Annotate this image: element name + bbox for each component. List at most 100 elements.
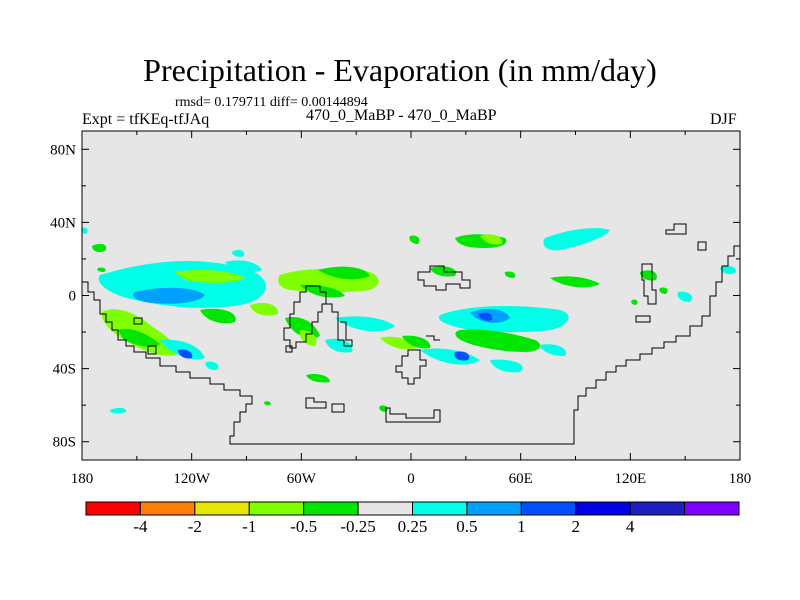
field-blob <box>420 348 480 365</box>
lon-tick-label: 60W <box>287 471 317 487</box>
field-blob <box>659 287 668 294</box>
colorbar-label: 2 <box>572 517 581 536</box>
coastline-continent <box>283 285 327 349</box>
lon-tick-label: 120E <box>614 471 646 487</box>
colorbar-swatch <box>303 501 359 516</box>
field-blob <box>92 243 107 253</box>
longitude-axis: 180 120W 60W 0 60E 120E 180 <box>71 131 752 487</box>
field-blob <box>175 270 245 283</box>
field-blob <box>81 227 88 234</box>
lon-tick-label: 60E <box>509 471 533 487</box>
field-blob <box>118 328 160 347</box>
field-blob <box>97 267 106 272</box>
lat-tick-label: 40N <box>50 215 76 231</box>
coastline-continent <box>426 335 440 341</box>
lat-tick-label: 40S <box>53 362 76 378</box>
colorbar-swatch <box>412 501 468 516</box>
coastline-continent <box>635 315 651 323</box>
lat-tick-label: 80S <box>53 435 76 451</box>
latitude-axis: 80N 40N 0 40S 80S <box>50 142 740 451</box>
field-blob <box>543 228 610 251</box>
coastline-continent <box>641 263 657 305</box>
coastline-continent <box>285 345 293 353</box>
field-blob <box>720 265 736 275</box>
colorbar-swatch <box>194 501 250 516</box>
coastline-continent <box>417 265 471 291</box>
lon-tick-label: 120W <box>173 471 211 487</box>
field-blob <box>325 338 353 353</box>
colorbar-swatch <box>85 501 141 516</box>
field-blob <box>454 351 470 361</box>
coastline-continent <box>147 345 157 355</box>
colorbar-label: -1 <box>242 517 256 536</box>
field-blob <box>264 401 271 406</box>
coastline-continent <box>305 397 327 409</box>
field-blob <box>335 316 395 332</box>
coastline-continent <box>395 349 427 385</box>
lat-tick-label: 80N <box>50 142 76 158</box>
colorbar: -4 -2 -1 -0.5 -0.25 0.25 0.5 1 2 4 <box>85 501 740 536</box>
field-blob <box>402 335 431 349</box>
field-blob <box>133 287 205 304</box>
lon-tick-label: 0 <box>407 471 415 487</box>
colorbar-label: -4 <box>133 517 148 536</box>
field-blob <box>409 235 420 244</box>
coastline-continent <box>697 241 707 251</box>
colorbar-label: 4 <box>626 517 635 536</box>
field-blob <box>200 308 236 324</box>
field-blob <box>160 339 205 360</box>
season-label: DJF <box>710 111 737 128</box>
field-blob <box>110 407 127 414</box>
field-blob <box>478 312 493 321</box>
field-blob <box>250 303 279 316</box>
colorbar-swatch <box>139 501 196 516</box>
colorbar-swatch <box>575 501 631 516</box>
field-blob <box>504 271 516 278</box>
lat-tick-label: 0 <box>69 289 77 305</box>
field-blob <box>490 359 523 373</box>
field-blob <box>380 336 420 350</box>
field-blob <box>677 291 693 302</box>
field-blob <box>318 266 370 280</box>
colorbar-label: 1 <box>517 517 526 536</box>
colorbar-swatch <box>248 501 305 516</box>
colorbar-label: -0.5 <box>290 517 317 536</box>
colorbar-label: -0.25 <box>340 517 375 536</box>
coastline-continent <box>133 317 143 325</box>
field-blob <box>306 373 330 383</box>
case-label: 470_0_MaBP - 470_0_MaBP <box>306 107 497 124</box>
colorbar-swatch <box>520 501 577 516</box>
field-blob <box>225 260 262 272</box>
colorbar-label: 0.5 <box>456 517 477 536</box>
lon-tick-label: 180 <box>729 471 752 487</box>
plot-title: Precipitation - Evaporation (in mm/day) <box>143 52 657 88</box>
colorbar-swatch <box>684 501 740 516</box>
colorbar-swatch <box>466 501 522 516</box>
colorbar-swatch <box>629 501 686 516</box>
field-blob <box>640 270 657 281</box>
coastline-continent <box>665 223 687 235</box>
coastline-continent <box>82 245 740 445</box>
colorbar-swatch <box>357 501 414 516</box>
field-blob <box>550 276 600 288</box>
field-blob <box>631 299 638 305</box>
field-blob <box>205 361 219 370</box>
field-blob <box>540 344 566 356</box>
colorbar-label: -2 <box>188 517 202 536</box>
experiment-label: Expt = tfKEq-tfJAq <box>82 111 210 128</box>
field-blob <box>480 234 503 245</box>
coastline-continent <box>331 403 345 413</box>
field-blob <box>455 329 541 352</box>
colorbar-label: 0.25 <box>398 517 428 536</box>
lon-tick-label: 180 <box>71 471 94 487</box>
coastlines <box>82 223 740 445</box>
field-blob <box>178 349 193 359</box>
coastline-continent <box>326 303 353 347</box>
stats-text: rmsd= 0.179711 diff= 0.00144894 <box>175 95 368 110</box>
field-blob <box>232 249 245 257</box>
coastline-continent <box>385 407 441 423</box>
field-blob <box>430 266 456 277</box>
field-shading <box>81 227 736 414</box>
field-blob <box>300 284 345 298</box>
